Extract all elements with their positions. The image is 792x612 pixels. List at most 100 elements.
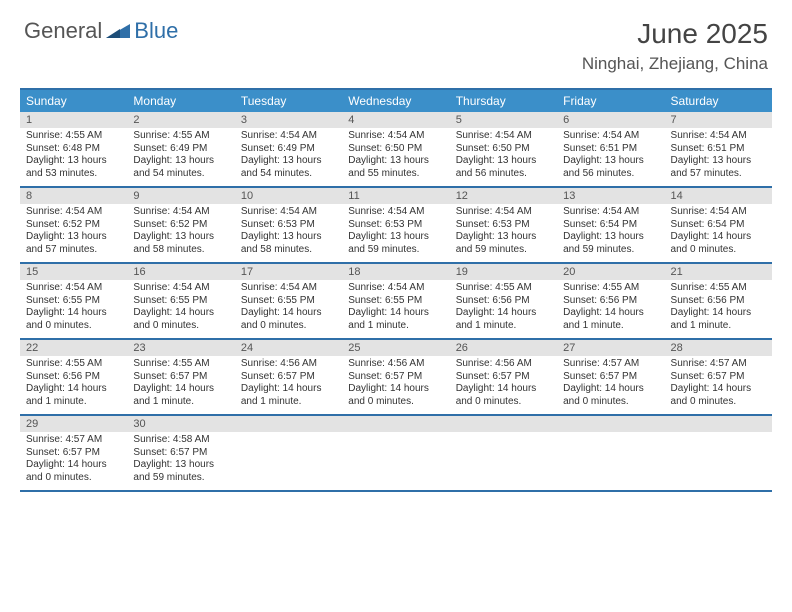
sunrise-text: Sunrise: 4:54 AM [133, 206, 228, 219]
day-number: 26 [450, 340, 557, 356]
day-body: Sunrise: 4:54 AMSunset: 6:55 PMDaylight:… [127, 280, 234, 338]
dow-tuesday: Tuesday [235, 90, 342, 112]
day-cell: 10Sunrise: 4:54 AMSunset: 6:53 PMDayligh… [235, 188, 342, 262]
daylight-text: Daylight: 13 hours and 59 minutes. [133, 459, 228, 484]
day-cell: 4Sunrise: 4:54 AMSunset: 6:50 PMDaylight… [342, 112, 449, 186]
sunset-text: Sunset: 6:53 PM [456, 219, 551, 232]
calendar: Sunday Monday Tuesday Wednesday Thursday… [20, 88, 772, 492]
daylight-text: Daylight: 14 hours and 0 minutes. [456, 383, 551, 408]
day-number: 21 [665, 264, 772, 280]
sunset-text: Sunset: 6:57 PM [563, 371, 658, 384]
day-body: Sunrise: 4:56 AMSunset: 6:57 PMDaylight:… [342, 356, 449, 414]
day-number [450, 416, 557, 432]
day-number: 27 [557, 340, 664, 356]
daylight-text: Daylight: 13 hours and 55 minutes. [348, 155, 443, 180]
day-body [557, 432, 664, 486]
day-body: Sunrise: 4:54 AMSunset: 6:53 PMDaylight:… [235, 204, 342, 262]
day-number [557, 416, 664, 432]
sunset-text: Sunset: 6:50 PM [348, 143, 443, 156]
dow-wednesday: Wednesday [342, 90, 449, 112]
dow-saturday: Saturday [665, 90, 772, 112]
week-row: 15Sunrise: 4:54 AMSunset: 6:55 PMDayligh… [20, 264, 772, 340]
sunrise-text: Sunrise: 4:56 AM [241, 358, 336, 371]
sunset-text: Sunset: 6:57 PM [671, 371, 766, 384]
dow-thursday: Thursday [450, 90, 557, 112]
dow-friday: Friday [557, 90, 664, 112]
sunrise-text: Sunrise: 4:55 AM [26, 358, 121, 371]
day-body: Sunrise: 4:57 AMSunset: 6:57 PMDaylight:… [665, 356, 772, 414]
logo-text-blue: Blue [134, 18, 178, 44]
day-number: 28 [665, 340, 772, 356]
daylight-text: Daylight: 13 hours and 54 minutes. [133, 155, 228, 180]
day-body: Sunrise: 4:55 AMSunset: 6:48 PMDaylight:… [20, 128, 127, 186]
page-title: June 2025 [582, 18, 768, 50]
day-cell: 8Sunrise: 4:54 AMSunset: 6:52 PMDaylight… [20, 188, 127, 262]
daylight-text: Daylight: 14 hours and 1 minute. [26, 383, 121, 408]
day-number: 3 [235, 112, 342, 128]
sunset-text: Sunset: 6:56 PM [456, 295, 551, 308]
day-cell: 26Sunrise: 4:56 AMSunset: 6:57 PMDayligh… [450, 340, 557, 414]
daylight-text: Daylight: 14 hours and 0 minutes. [671, 383, 766, 408]
day-body: Sunrise: 4:54 AMSunset: 6:55 PMDaylight:… [20, 280, 127, 338]
day-cell: 16Sunrise: 4:54 AMSunset: 6:55 PMDayligh… [127, 264, 234, 338]
daylight-text: Daylight: 14 hours and 0 minutes. [241, 307, 336, 332]
day-number [665, 416, 772, 432]
day-number: 4 [342, 112, 449, 128]
day-number: 25 [342, 340, 449, 356]
day-body [450, 432, 557, 486]
sunrise-text: Sunrise: 4:54 AM [26, 206, 121, 219]
sunset-text: Sunset: 6:57 PM [241, 371, 336, 384]
sunrise-text: Sunrise: 4:54 AM [563, 130, 658, 143]
daylight-text: Daylight: 14 hours and 0 minutes. [563, 383, 658, 408]
day-cell: 29Sunrise: 4:57 AMSunset: 6:57 PMDayligh… [20, 416, 127, 490]
sunrise-text: Sunrise: 4:58 AM [133, 434, 228, 447]
daylight-text: Daylight: 14 hours and 1 minute. [671, 307, 766, 332]
day-cell: 22Sunrise: 4:55 AMSunset: 6:56 PMDayligh… [20, 340, 127, 414]
day-cell: 20Sunrise: 4:55 AMSunset: 6:56 PMDayligh… [557, 264, 664, 338]
sunset-text: Sunset: 6:51 PM [563, 143, 658, 156]
day-number: 16 [127, 264, 234, 280]
day-number: 17 [235, 264, 342, 280]
daylight-text: Daylight: 14 hours and 1 minute. [348, 307, 443, 332]
day-body: Sunrise: 4:55 AMSunset: 6:56 PMDaylight:… [557, 280, 664, 338]
day-cell: 2Sunrise: 4:55 AMSunset: 6:49 PMDaylight… [127, 112, 234, 186]
day-cell [557, 416, 664, 490]
daylight-text: Daylight: 13 hours and 56 minutes. [563, 155, 658, 180]
sunset-text: Sunset: 6:48 PM [26, 143, 121, 156]
day-cell: 13Sunrise: 4:54 AMSunset: 6:54 PMDayligh… [557, 188, 664, 262]
day-cell: 15Sunrise: 4:54 AMSunset: 6:55 PMDayligh… [20, 264, 127, 338]
sunset-text: Sunset: 6:51 PM [671, 143, 766, 156]
week-row: 22Sunrise: 4:55 AMSunset: 6:56 PMDayligh… [20, 340, 772, 416]
sunset-text: Sunset: 6:57 PM [133, 447, 228, 460]
daylight-text: Daylight: 13 hours and 58 minutes. [133, 231, 228, 256]
day-body: Sunrise: 4:54 AMSunset: 6:54 PMDaylight:… [665, 204, 772, 262]
day-cell: 21 Sunrise: 4:55 AMSunset: 6:56 PMDayligh… [665, 264, 772, 338]
day-body: Sunrise: 4:56 AMSunset: 6:57 PMDaylight:… [450, 356, 557, 414]
day-cell: 19Sunrise: 4:55 AMSunset: 6:56 PMDayligh… [450, 264, 557, 338]
sunrise-text: Sunrise: 4:57 AM [563, 358, 658, 371]
logo-text-general: General [24, 18, 102, 44]
day-number [235, 416, 342, 432]
day-of-week-header: Sunday Monday Tuesday Wednesday Thursday… [20, 90, 772, 112]
sunset-text: Sunset: 6:49 PM [133, 143, 228, 156]
daylight-text: Daylight: 14 hours and 1 minute. [563, 307, 658, 332]
daylight-text: Daylight: 13 hours and 59 minutes. [563, 231, 658, 256]
day-number: 12 [450, 188, 557, 204]
sunrise-text: Sunrise: 4:54 AM [456, 130, 551, 143]
sunset-text: Sunset: 6:56 PM [671, 295, 766, 308]
title-block: June 2025 Ninghai, Zhejiang, China [582, 18, 768, 74]
day-body: Sunrise: 4:55 AMSunset: 6:49 PMDaylight:… [127, 128, 234, 186]
daylight-text: Daylight: 13 hours and 54 minutes. [241, 155, 336, 180]
sunrise-text: Sunrise: 4:56 AM [456, 358, 551, 371]
sunset-text: Sunset: 6:55 PM [348, 295, 443, 308]
day-cell: 12Sunrise: 4:54 AMSunset: 6:53 PMDayligh… [450, 188, 557, 262]
day-body [235, 432, 342, 486]
sunrise-text: Sunrise: 4:55 AM [671, 282, 766, 295]
day-cell: 9Sunrise: 4:54 AMSunset: 6:52 PMDaylight… [127, 188, 234, 262]
daylight-text: Daylight: 14 hours and 1 minute. [456, 307, 551, 332]
day-number: 24 [235, 340, 342, 356]
sunrise-text: Sunrise: 4:54 AM [133, 282, 228, 295]
day-number: 20 [557, 264, 664, 280]
sunrise-text: Sunrise: 4:54 AM [241, 206, 336, 219]
day-cell: 3Sunrise: 4:54 AMSunset: 6:49 PMDaylight… [235, 112, 342, 186]
